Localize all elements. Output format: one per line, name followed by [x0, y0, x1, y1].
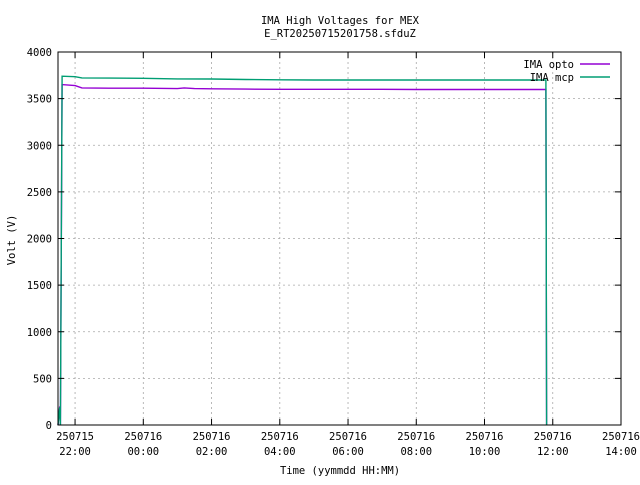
y-tick-label: 500 [33, 373, 52, 385]
legend-label: IMA mcp [530, 72, 574, 84]
x-tick-date-label: 250716 [193, 431, 231, 443]
x-tick-date-label: 250715 [56, 431, 94, 443]
y-axis-ticks: 0 500 1000 1500 2000 2500 3000 3500 4000 [27, 47, 621, 432]
x-tick-time-label: 02:00 [196, 446, 228, 458]
x-axis-ticks: 250715 22:00 250716 00:00 250716 02:00 250716 0… [56, 52, 640, 458]
x-tick-time-label: 12:00 [537, 446, 569, 458]
y-tick-label: 3000 [27, 140, 52, 152]
y-axis-label: Volt (V) [6, 215, 18, 266]
x-tick-date-label: 250716 [397, 431, 435, 443]
x-tick-time-label: 06:00 [332, 446, 364, 458]
x-tick-time-label: 14:00 [605, 446, 637, 458]
x-tick-date-label: 250716 [602, 431, 640, 443]
x-tick-date-label: 250716 [466, 431, 504, 443]
x-tick-time-label: 08:00 [400, 446, 432, 458]
y-tick-label: 2000 [27, 234, 52, 246]
x-tick-time-label: 04:00 [264, 446, 296, 458]
y-tick-label: 4000 [27, 47, 52, 59]
y-tick-label: 1000 [27, 327, 52, 339]
series-line-ima-mcp [57, 75, 548, 426]
chart-title: IMA High Voltages for MEX [261, 15, 420, 27]
y-tick-label: 3500 [27, 94, 52, 106]
series-layer [57, 75, 548, 426]
x-axis-label: Time (yymmdd HH:MM) [280, 465, 400, 477]
chart-subtitle: E_RT20250715201758.sfduZ [264, 28, 416, 40]
x-tick-time-label: 22:00 [59, 446, 91, 458]
series-line-ima-opto [57, 83, 548, 426]
grid-layer [58, 52, 621, 425]
y-tick-label: 1500 [27, 280, 52, 292]
legend-label: IMA opto [523, 59, 574, 71]
y-tick-label: 2500 [27, 187, 52, 199]
x-tick-date-label: 250716 [261, 431, 299, 443]
y-tick-label: 0 [46, 420, 52, 432]
x-tick-time-label: 00:00 [127, 446, 159, 458]
x-tick-date-label: 250716 [534, 431, 572, 443]
x-tick-time-label: 10:00 [469, 446, 501, 458]
x-tick-date-label: 250716 [329, 431, 367, 443]
x-tick-date-label: 250716 [124, 431, 162, 443]
